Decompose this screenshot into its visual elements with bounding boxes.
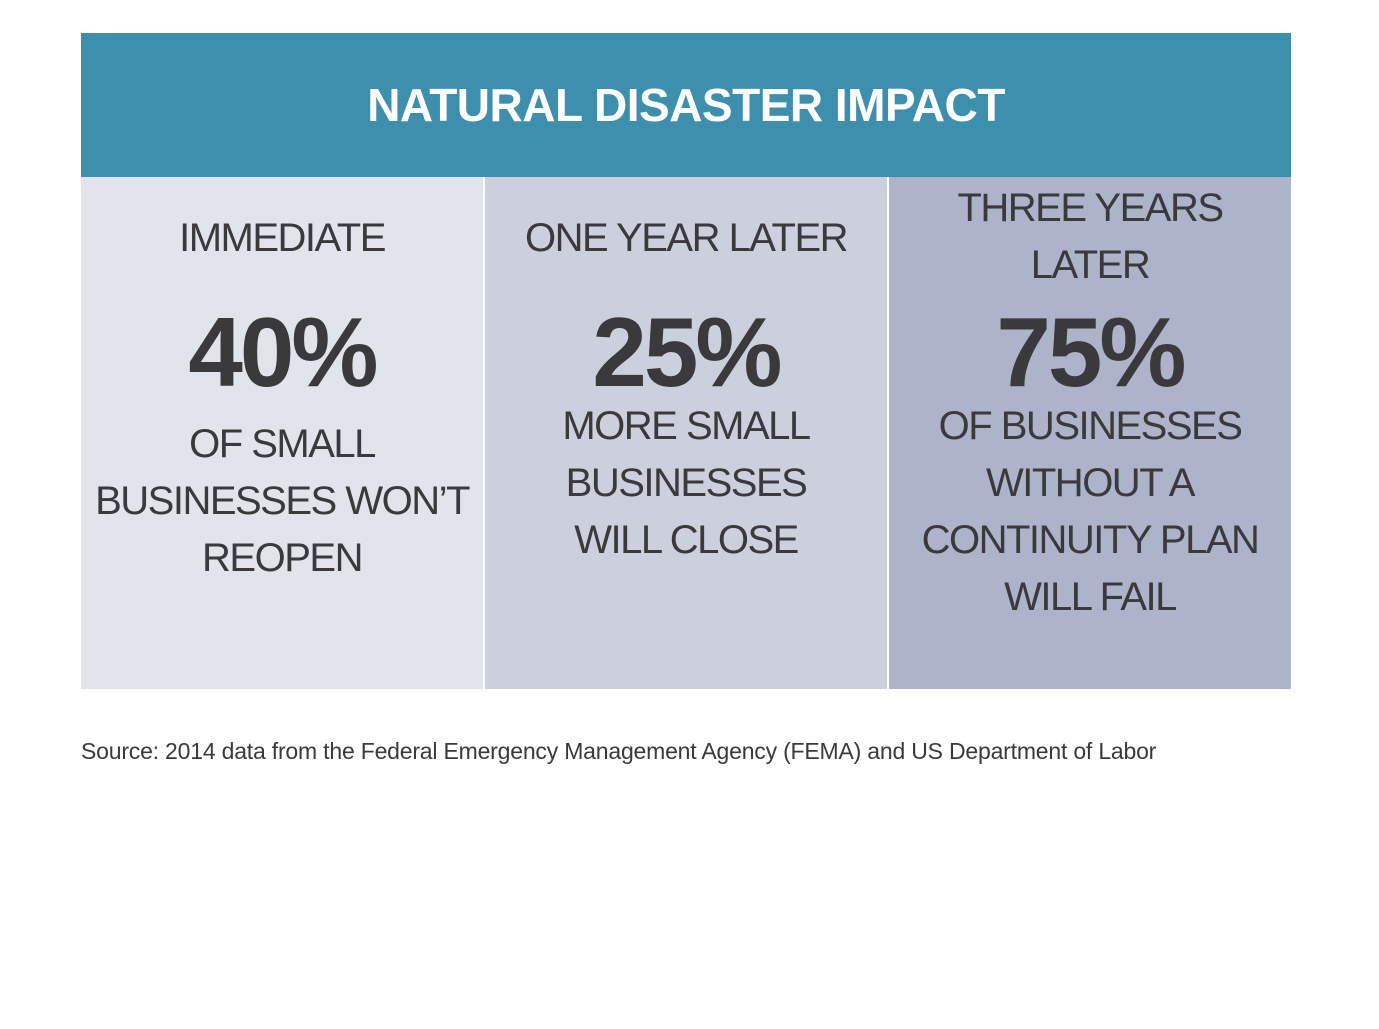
stat-description-line: CONTINUITY PLAN xyxy=(921,518,1260,562)
page-title: NATURAL DISASTER IMPACT xyxy=(367,79,1005,131)
column-label-line: ONE YEAR LATER xyxy=(524,216,849,260)
stat-description-line: WILL CLOSE xyxy=(574,518,799,562)
stat-description-line: MORE SMALL xyxy=(562,404,811,448)
stat-description-line: WITHOUT A xyxy=(986,461,1195,505)
stat-description-line: OF BUSINESSES xyxy=(938,404,1243,448)
stat-columns: IMMEDIATE 40% OF SMALL BUSINESSES WON’T … xyxy=(81,177,1291,689)
stat-description-line: REOPEN xyxy=(202,536,363,580)
stat-column-one-year: ONE YEAR LATER 25% MORE SMALL BUSINESSES… xyxy=(485,177,887,689)
stat-description-line: OF SMALL xyxy=(189,422,376,466)
stat-description-line: BUSINESSES xyxy=(565,461,808,505)
column-label: ONE YEAR LATER xyxy=(495,210,877,267)
column-label: IMMEDIATE xyxy=(91,210,473,267)
column-label-line: LATER xyxy=(1030,243,1151,287)
column-label-line: THREE YEARS xyxy=(957,186,1224,230)
column-label-line: IMMEDIATE xyxy=(179,216,386,260)
source-note: Source: 2014 data from the Federal Emerg… xyxy=(81,738,1157,764)
stat-column-immediate: IMMEDIATE 40% OF SMALL BUSINESSES WON’T … xyxy=(81,177,483,689)
stat-description-line: BUSINESSES WON’T xyxy=(95,479,470,523)
stat-value: 75% xyxy=(996,297,1186,407)
title-banner: NATURAL DISASTER IMPACT xyxy=(81,33,1291,177)
stat-value: 25% xyxy=(592,297,782,407)
infographic: NATURAL DISASTER IMPACT IMMEDIATE 40% OF… xyxy=(81,33,1291,689)
stat-description: OF BUSINESSES WITHOUT A CONTINUITY PLAN … xyxy=(895,398,1285,626)
stat-description: MORE SMALL BUSINESSES WILL CLOSE xyxy=(491,398,881,569)
stat-column-three-years: THREE YEARS LATER 75% OF BUSINESSES WITH… xyxy=(889,177,1291,689)
stat-value: 40% xyxy=(188,297,378,407)
stat-description: OF SMALL BUSINESSES WON’T REOPEN xyxy=(87,416,477,587)
stat-description-line: WILL FAIL xyxy=(1004,575,1177,619)
column-label: THREE YEARS LATER xyxy=(899,180,1281,294)
